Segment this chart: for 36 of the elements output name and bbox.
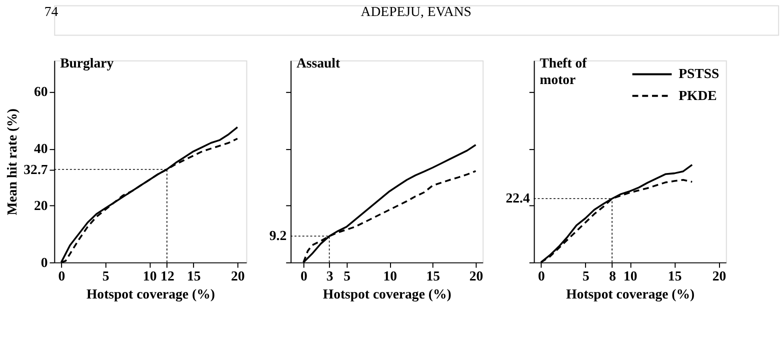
y-tick-label: 20 bbox=[34, 198, 48, 213]
x-tick-label: 10 bbox=[383, 268, 398, 284]
chart-title: Assault bbox=[296, 55, 340, 70]
legend-label: PKDE bbox=[678, 88, 717, 103]
chart-title: Burglary bbox=[60, 55, 114, 72]
y-tick-label: 32.7 bbox=[24, 162, 48, 177]
x-axis-title: Hotspot coverage (%) bbox=[86, 286, 215, 302]
x-tick-label: 10 bbox=[623, 268, 638, 284]
x-tick-label: 12 bbox=[160, 268, 174, 284]
x-tick-label: 5 bbox=[344, 268, 351, 284]
x-tick-label: 8 bbox=[609, 268, 616, 284]
x-tick-label: 20 bbox=[469, 268, 484, 284]
x-tick-label: 0 bbox=[538, 268, 545, 284]
chart-title: Theft of motor bbox=[540, 55, 588, 88]
y-tick-label: 40 bbox=[34, 141, 48, 156]
y-tick-label: 60 bbox=[34, 84, 48, 100]
x-tick-label: 20 bbox=[231, 268, 245, 284]
x-tick-label: 0 bbox=[58, 268, 66, 284]
x-tick-label: 10 bbox=[142, 268, 157, 284]
x-tick-label: 15 bbox=[186, 268, 201, 284]
y-tick-label: 0 bbox=[40, 254, 48, 270]
x-tick-label: 20 bbox=[712, 268, 726, 284]
ref-line-label: 9.2 bbox=[269, 228, 287, 244]
legend-label: PSTSS bbox=[678, 66, 720, 82]
x-axis-title: Hotspot coverage (%) bbox=[322, 286, 452, 302]
x-tick-label: 15 bbox=[426, 268, 440, 284]
x-tick-label: 0 bbox=[300, 268, 308, 284]
x-axis-title: Hotspot coverage (%) bbox=[566, 286, 695, 302]
x-tick-label: 5 bbox=[102, 268, 110, 284]
text: 74 bbox=[44, 4, 58, 20]
ref-line-label: 22.4 bbox=[506, 190, 530, 206]
x-tick-label: 5 bbox=[582, 268, 590, 284]
x-tick-label: 15 bbox=[668, 268, 682, 284]
x-tick-label: 3 bbox=[326, 268, 334, 284]
y-axis-title: Mean hit rate (%) bbox=[4, 108, 20, 216]
text: ADEPEJU, EVANS bbox=[360, 4, 472, 20]
